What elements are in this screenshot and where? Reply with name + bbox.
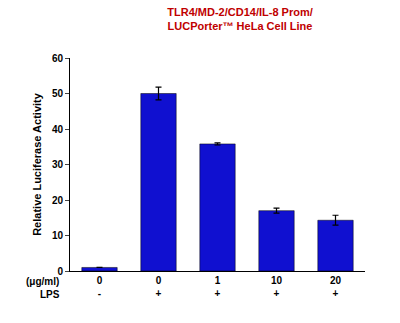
svg-text:20+: 20+ [330, 275, 342, 299]
svg-text:0+: 0+ [156, 275, 162, 299]
svg-text:1+: 1+ [215, 275, 221, 299]
svg-text:20: 20 [52, 195, 64, 206]
svg-text:Relative Luciferase Activity: Relative Luciferase Activity [31, 92, 43, 236]
svg-text:40: 40 [52, 124, 64, 135]
svg-text:10+: 10+ [271, 275, 283, 299]
svg-text:(μg/ml)LPS: (μg/ml)LPS [26, 276, 60, 300]
svg-text:60: 60 [52, 53, 64, 64]
svg-text:50: 50 [52, 88, 64, 99]
svg-text:0-: 0- [97, 275, 103, 299]
svg-text:10: 10 [52, 230, 64, 241]
svg-text:30: 30 [52, 159, 64, 170]
svg-text:0: 0 [57, 266, 63, 277]
svg-text:TLR4/MD-2/CD14/IL-8 Prom/LUCPo: TLR4/MD-2/CD14/IL-8 Prom/LUCPorter™ HeLa… [167, 6, 312, 32]
